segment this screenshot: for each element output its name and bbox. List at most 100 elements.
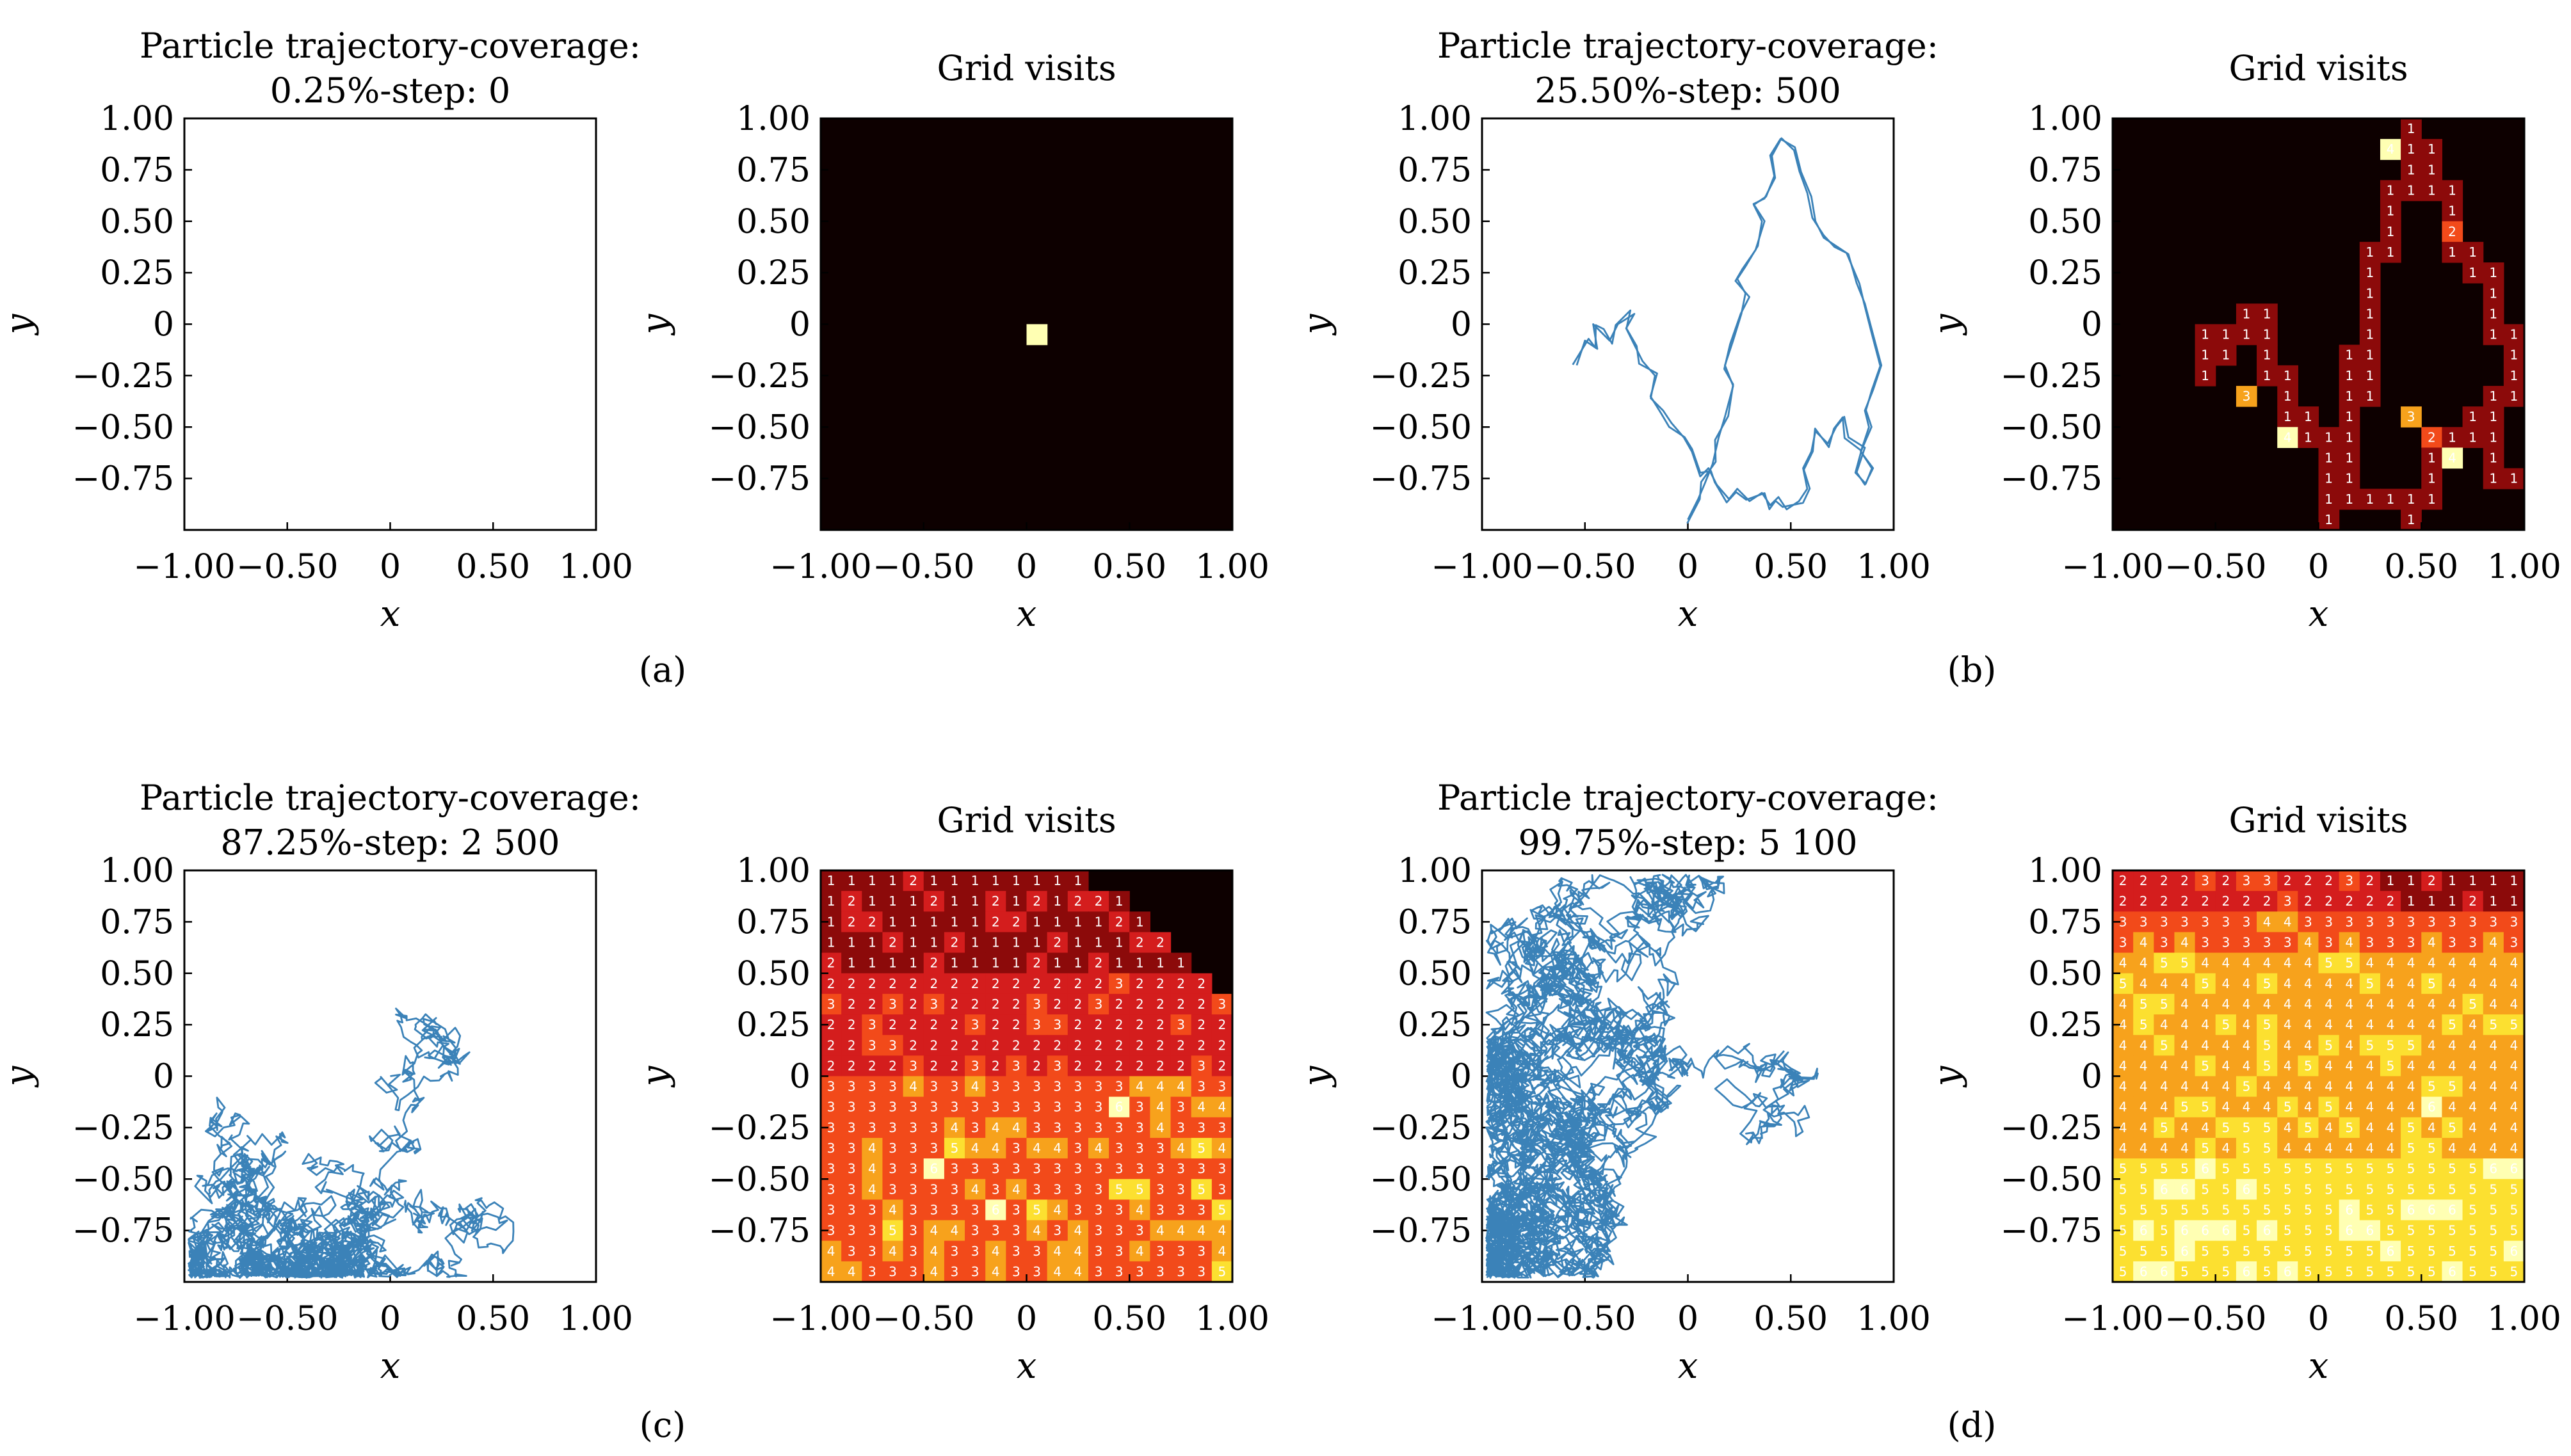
heatmap-cell (841, 870, 862, 892)
heatmap-cell (2503, 1117, 2525, 1139)
heatmap-cell (923, 993, 945, 1015)
heatmap-cell (2359, 952, 2381, 974)
heatmap-cell-value: 3 (1115, 1079, 1124, 1094)
heatmap-cell-value: 1 (2325, 492, 2333, 507)
heatmap-cell-value: 4 (2243, 1037, 2251, 1053)
heatmap-cell (2113, 952, 2134, 974)
heatmap-cell-value: 4 (2448, 1140, 2456, 1156)
heatmap-cell-value: 4 (2510, 1140, 2519, 1156)
heatmap-cell (2359, 1199, 2381, 1221)
trajectory-title-line2: 99.75%-step: 5 100 (1518, 822, 1857, 863)
heatmap-cell-value: 1 (2469, 429, 2477, 445)
x-tick-label: 1.00 (1195, 548, 1269, 586)
heatmap-cell-value: 4 (1074, 1223, 1083, 1238)
heatmap-cell (1129, 1199, 1150, 1221)
heatmap-cell-value: 5 (2140, 1161, 2148, 1176)
heatmap-cell-value: 2 (2263, 893, 2271, 909)
heatmap-cell-value: 3 (2221, 914, 2230, 929)
heatmap-cell (2236, 1076, 2257, 1098)
heatmap-cell (1129, 932, 1150, 954)
heatmap-cell (2442, 180, 2463, 202)
heatmap-cell (2174, 1055, 2196, 1077)
heatmap-cell (2421, 468, 2442, 490)
x-tick-label: 0 (2308, 1300, 2329, 1338)
y-tick-label: 0.25 (736, 1006, 810, 1044)
x-tick-label: 0.50 (456, 1300, 530, 1338)
heatmap-cell-value: 4 (2510, 956, 2519, 971)
y-tick-label: −0.50 (1370, 408, 1472, 447)
heatmap-cell (1047, 973, 1068, 995)
heatmap-cell-value: 5 (2407, 1161, 2415, 1176)
trajectory-line (188, 1007, 515, 1279)
heatmap-cell (2339, 973, 2360, 995)
heatmap-cell-value: 3 (1012, 1223, 1020, 1238)
heatmap-cell (2359, 1076, 2381, 1098)
heatmap-cell-value: 4 (2345, 935, 2353, 950)
heatmap-cell (2401, 1179, 2422, 1200)
heatmap-cell (2174, 1261, 2196, 1283)
heatmap-cell-value: 4 (971, 1181, 979, 1197)
heatmap-cell-value: 4 (1177, 1223, 1185, 1238)
heatmap-cell-value: 4 (2243, 976, 2251, 991)
heatmap-cell (1109, 952, 1130, 974)
heatmap-cell-value: 3 (827, 1161, 835, 1176)
heatmap-cell-value: 2 (1053, 935, 1061, 950)
plot-frame (183, 117, 597, 531)
heatmap-cell-value: 3 (1136, 1140, 1144, 1156)
heatmap-cell (903, 1199, 924, 1221)
heatmap-cell-value: 5 (2510, 1223, 2519, 1238)
y-tick-label: −0.50 (72, 408, 174, 447)
heatmap-cell (1047, 1076, 1068, 1098)
heatmap-cell-value: 1 (868, 935, 876, 950)
heatmap-cell (1129, 1117, 1150, 1139)
heatmap-cell (1006, 1240, 1028, 1262)
heatmap-cell-value: 5 (2243, 1120, 2251, 1135)
heatmap-cell (1109, 1158, 1130, 1180)
y-tick-label: 1.00 (1398, 100, 1472, 138)
heatmap-cell-value: 1 (2448, 429, 2456, 445)
heatmap-cell (2380, 952, 2401, 974)
heatmap-cell (2462, 932, 2484, 954)
heatmap-cell-value: 6 (2180, 1181, 2189, 1197)
heatmap-cell-value: 5 (2304, 1202, 2312, 1217)
heatmap-cell-value: 2 (1156, 935, 1165, 950)
heatmap-cell (1191, 973, 1213, 995)
heatmap-cell-value: 3 (1095, 1244, 1103, 1259)
heatmap-cell-value: 4 (2469, 1058, 2477, 1073)
heatmap-cell (2359, 1158, 2381, 1180)
heatmap-cell-value: 5 (2140, 996, 2148, 1012)
heatmap-cell-value: 6 (2180, 1244, 2189, 1259)
y-axis-label: y (1296, 1065, 1337, 1088)
heatmap-cell (2380, 139, 2401, 160)
heatmap-cell-value: 4 (951, 1120, 959, 1135)
heatmap-cell (2236, 973, 2257, 995)
heatmap-cell (862, 1158, 883, 1180)
heatmap-cell-value: 3 (868, 1100, 876, 1115)
heatmap-cell-value: 2 (2325, 873, 2333, 888)
heatmap-cell-value: 3 (1156, 1140, 1165, 1156)
heatmap-cell (944, 1199, 965, 1221)
heatmap-cell (2318, 468, 2340, 490)
y-tick-label: −0.50 (1370, 1160, 1472, 1199)
heatmap-cell-value: 5 (2221, 1202, 2230, 1217)
heatmap-cell-value: 5 (2119, 1181, 2127, 1197)
heatmap-cell-value: 5 (2160, 1120, 2168, 1135)
heatmap-cell (2339, 1261, 2360, 1283)
heatmap-cell-value: 2 (992, 893, 1000, 909)
heatmap-cell (2339, 488, 2360, 510)
heatmap-cell-value: 5 (2448, 1120, 2456, 1135)
heatmap-cell (2277, 1179, 2298, 1200)
heatmap-cell (2277, 891, 2298, 912)
heatmap-cell (2257, 1240, 2278, 1262)
heatmap-cell-value: 5 (2448, 1181, 2456, 1197)
heatmap-cell-value: 5 (2263, 1058, 2271, 1073)
heatmap-cell-value: 4 (2366, 956, 2374, 971)
heatmap-cell-value: 3 (1033, 1161, 1041, 1176)
y-tick-label: −0.25 (72, 1109, 174, 1148)
heatmap-cell-value: 4 (1197, 1100, 1205, 1115)
heatmap-cell (841, 1055, 862, 1077)
heatmap-cell (2462, 1035, 2484, 1056)
heatmap-cell-value: 1 (2263, 348, 2271, 363)
heatmap-cell (2359, 1096, 2381, 1118)
heatmap-cell (1026, 932, 1048, 954)
